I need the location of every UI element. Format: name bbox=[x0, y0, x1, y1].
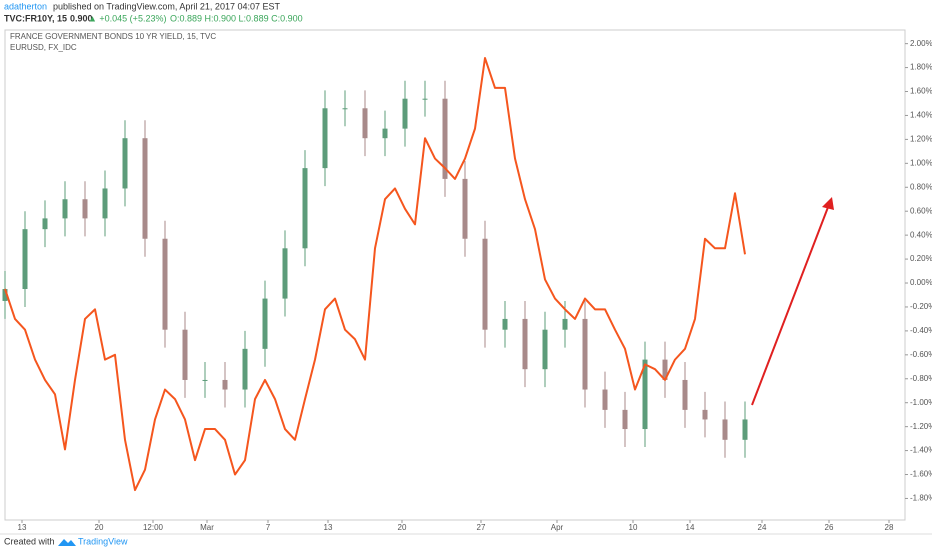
y-tick-label: 1.60% bbox=[910, 87, 932, 96]
candle-body bbox=[342, 108, 348, 110]
last-price: 0.900 bbox=[70, 13, 93, 23]
footer-brand[interactable]: TradingView bbox=[78, 536, 128, 546]
candle-body bbox=[222, 379, 228, 390]
y-tick-label: -1.20% bbox=[910, 422, 932, 431]
footer-created: Created with bbox=[4, 536, 55, 546]
y-tick-label: 1.40% bbox=[910, 111, 932, 120]
x-tick-label: Mar bbox=[200, 523, 214, 532]
candle-body bbox=[442, 98, 448, 179]
candle-body bbox=[462, 178, 468, 239]
x-tick-label: 26 bbox=[825, 523, 834, 532]
candle-body bbox=[42, 218, 48, 230]
candle-body bbox=[102, 188, 108, 219]
candle-body bbox=[262, 298, 268, 349]
candle-body bbox=[362, 108, 368, 139]
y-tick-label: -1.40% bbox=[910, 446, 932, 455]
candle-body bbox=[522, 318, 528, 370]
arrow-head bbox=[822, 197, 834, 210]
candle-body bbox=[482, 238, 488, 330]
candle-body bbox=[662, 359, 668, 380]
candle-body bbox=[22, 229, 28, 290]
tv-logo bbox=[58, 539, 76, 546]
y-tick-label: -1.60% bbox=[910, 470, 932, 479]
y-tick-label: -0.20% bbox=[910, 302, 932, 311]
y-tick-label: 0.00% bbox=[910, 278, 932, 287]
candle-body bbox=[82, 199, 88, 219]
candle-body bbox=[422, 98, 428, 100]
candle-body bbox=[602, 389, 608, 410]
annotation-arrow bbox=[751, 201, 831, 406]
x-tick-label: 13 bbox=[18, 523, 27, 532]
x-tick-label: 12:00 bbox=[143, 523, 164, 532]
candle-body bbox=[542, 329, 548, 370]
y-tick-label: 1.00% bbox=[910, 158, 932, 167]
ohlc: O:0.889 H:0.900 L:0.889 C:0.900 bbox=[170, 13, 303, 23]
candle-body bbox=[122, 138, 128, 189]
x-tick-label: 24 bbox=[758, 523, 767, 532]
candle-body bbox=[562, 318, 568, 330]
candle-body bbox=[162, 238, 168, 330]
x-tick-label: 20 bbox=[398, 523, 407, 532]
candle-body bbox=[622, 409, 628, 430]
line-series bbox=[4, 57, 746, 492]
plot-area bbox=[2, 57, 748, 492]
x-tick-label: 7 bbox=[266, 523, 271, 532]
candle-body bbox=[302, 168, 308, 249]
x-tick-label: 10 bbox=[629, 523, 638, 532]
candle-body bbox=[242, 348, 248, 390]
candle-body bbox=[2, 289, 8, 301]
y-tick-label: -0.60% bbox=[910, 350, 932, 359]
candle-body bbox=[182, 329, 188, 380]
candle-body bbox=[742, 419, 748, 440]
candle-body bbox=[382, 128, 388, 139]
y-tick-label: -0.80% bbox=[910, 374, 932, 383]
y-tick-label: 0.60% bbox=[910, 206, 932, 215]
x-tick-label: 27 bbox=[477, 523, 486, 532]
published: published on TradingView.com, April 21, … bbox=[53, 1, 280, 11]
candle-body bbox=[722, 419, 728, 440]
candle-body bbox=[142, 138, 148, 239]
x-tick-label: 20 bbox=[95, 523, 104, 532]
candle-body bbox=[702, 409, 708, 420]
candle-body bbox=[642, 359, 648, 430]
candle-body bbox=[402, 98, 408, 129]
candle-body bbox=[502, 318, 508, 330]
y-tick-label: -0.40% bbox=[910, 326, 932, 335]
x-tick-label: Apr bbox=[551, 523, 564, 532]
legend-entry: EURUSD, FX_IDC bbox=[10, 43, 77, 52]
y-tick-label: 0.20% bbox=[910, 254, 932, 263]
y-tick-label: 2.00% bbox=[910, 39, 932, 48]
candle-body bbox=[322, 108, 328, 169]
candle-body bbox=[202, 379, 208, 381]
y-tick-label: 1.80% bbox=[910, 63, 932, 72]
y-tick-label: -1.00% bbox=[910, 398, 932, 407]
x-tick-label: 28 bbox=[885, 523, 894, 532]
candle-body bbox=[62, 199, 68, 219]
candle-body bbox=[682, 379, 688, 410]
x-tick-label: 14 bbox=[686, 523, 695, 532]
y-tick-label: -1.80% bbox=[910, 494, 932, 503]
symbol: TVC:FR10Y, 15 bbox=[4, 13, 67, 23]
author[interactable]: adatherton bbox=[4, 1, 47, 11]
y-tick-label: 0.80% bbox=[910, 182, 932, 191]
y-tick-label: 0.40% bbox=[910, 230, 932, 239]
y-tick-label: 1.20% bbox=[910, 135, 932, 144]
x-tick-label: 13 bbox=[324, 523, 333, 532]
change: ▲ +0.045 (+5.23%) bbox=[88, 13, 166, 23]
candle-body bbox=[282, 248, 288, 299]
candle-body bbox=[582, 318, 588, 390]
legend-entry: FRANCE GOVERNMENT BONDS 10 YR YIELD, 15,… bbox=[10, 32, 216, 41]
